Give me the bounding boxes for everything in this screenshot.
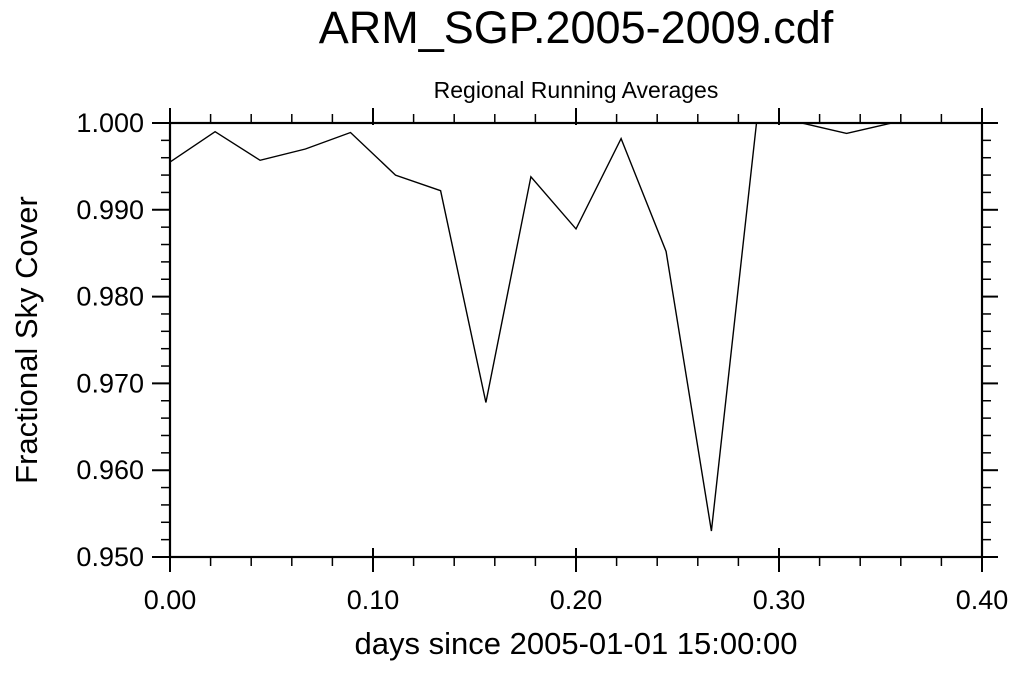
x-tick-label: 0.00: [144, 585, 197, 615]
y-tick-label: 0.970: [76, 368, 144, 398]
x-tick-label: 0.10: [347, 585, 400, 615]
y-tick-label: 0.960: [76, 455, 144, 485]
y-tick-label: 0.980: [76, 282, 144, 312]
y-tick-label: 0.950: [76, 542, 144, 572]
chart-subtitle: Regional Running Averages: [433, 77, 719, 103]
x-tick-label: 0.40: [956, 585, 1009, 615]
x-axis-label: days since 2005-01-01 15:00:00: [354, 626, 798, 661]
x-tick-label: 0.20: [550, 585, 603, 615]
y-tick-label: 0.990: [76, 195, 144, 225]
chart-title: ARM_SGP.2005-2009.cdf: [318, 2, 834, 53]
y-tick-label: 1.000: [76, 108, 144, 138]
plot-frame: [168, 121, 984, 559]
x-tick-label: 0.30: [753, 585, 806, 615]
data-line: [169, 122, 982, 532]
